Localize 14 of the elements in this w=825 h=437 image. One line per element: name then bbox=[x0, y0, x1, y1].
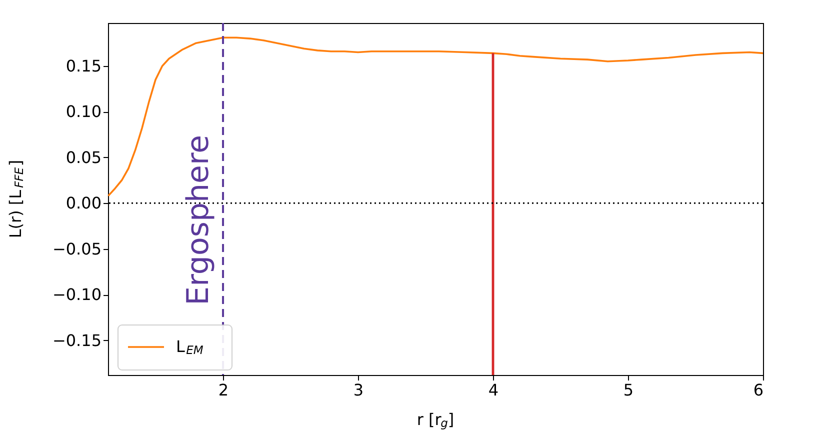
x-tick-label: 5 bbox=[623, 380, 634, 400]
x-tick-label: 6 bbox=[753, 380, 764, 400]
y-tick-label: 0.00 bbox=[66, 194, 102, 213]
y-tick-label: −0.05 bbox=[52, 239, 102, 258]
x-tick-label: 4 bbox=[488, 380, 499, 400]
y-tick-label: −0.15 bbox=[52, 330, 102, 350]
y-tick-label: −0.10 bbox=[52, 285, 102, 304]
y-tick-label: 0.10 bbox=[66, 102, 102, 122]
x-tick-label: 2 bbox=[218, 380, 229, 400]
y-tick-label: 0.15 bbox=[66, 56, 102, 76]
y-tick-label: 0.05 bbox=[66, 148, 102, 167]
x-tick-label: 3 bbox=[353, 380, 364, 400]
y-axis-title: L(r) [LFFE] bbox=[6, 160, 26, 238]
ref-line-label: Ergosphere bbox=[181, 134, 216, 306]
